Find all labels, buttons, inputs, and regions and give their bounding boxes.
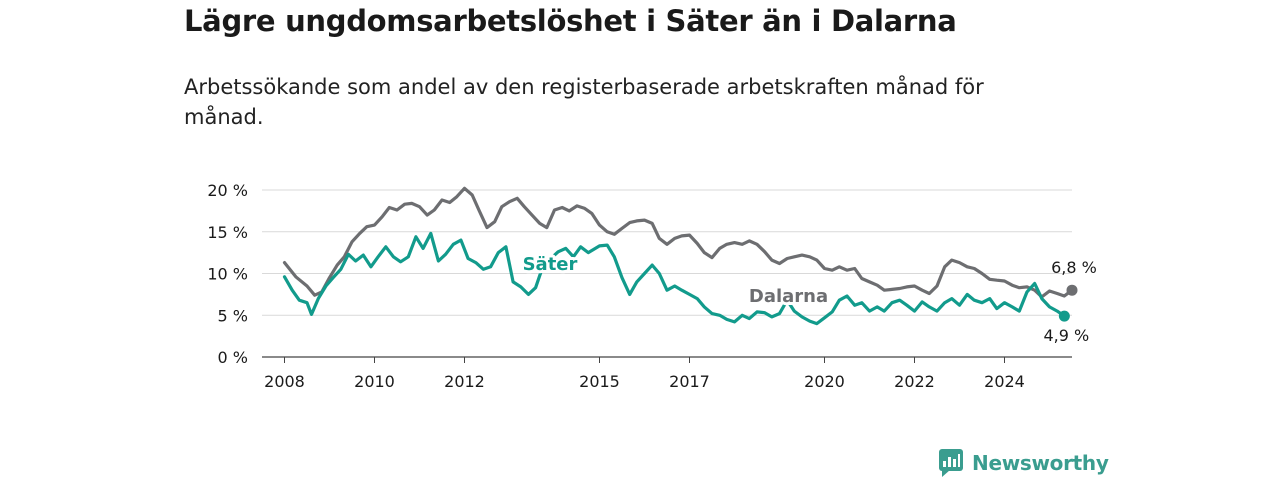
chart-title: Lägre ungdomsarbetslöshet i Säter än i D… bbox=[184, 4, 957, 38]
y-tick-label: 0 % bbox=[218, 348, 248, 367]
x-tick-label: 2010 bbox=[354, 372, 395, 391]
y-tick-label: 5 % bbox=[218, 306, 248, 325]
x-tick-label: 2022 bbox=[894, 372, 935, 391]
x-tick-label: 2015 bbox=[579, 372, 620, 391]
x-tick-label: 2008 bbox=[264, 372, 305, 391]
end-point-sater bbox=[1058, 310, 1070, 322]
series-label-dalarna: Dalarna bbox=[749, 286, 828, 307]
series-label-sater: Säter bbox=[523, 254, 578, 275]
x-tick-label: 2012 bbox=[444, 372, 485, 391]
y-axis: 0 % 5 % 10 % 15 % 20 % bbox=[207, 181, 248, 367]
x-tick-label: 2024 bbox=[984, 372, 1025, 391]
gridlines bbox=[262, 189, 1072, 358]
y-tick-label: 10 % bbox=[207, 265, 248, 284]
end-label-dalarna: 6,8 % bbox=[1051, 258, 1097, 277]
series-label-halo-sater: Säter bbox=[523, 254, 578, 275]
series-line-dalarna bbox=[282, 186, 1074, 299]
series-lines bbox=[282, 186, 1078, 326]
end-label-sater: 4,9 % bbox=[1043, 326, 1089, 345]
x-tick-label: 2017 bbox=[669, 372, 710, 391]
x-axis: 2008 2010 2012 2015 2017 2020 2022 2024 bbox=[264, 357, 1025, 391]
chart-subtitle: Arbetssökande som andel av den registerb… bbox=[184, 75, 984, 129]
newsworthy-logo-text: Newsworthy bbox=[972, 451, 1109, 475]
newsworthy-logo-icon bbox=[939, 449, 963, 477]
end-point-dalarna bbox=[1066, 284, 1078, 296]
y-tick-label: 20 % bbox=[207, 181, 248, 200]
newsworthy-logo: Newsworthy bbox=[938, 448, 1109, 478]
series-line-sater bbox=[282, 231, 1066, 326]
y-tick-label: 15 % bbox=[207, 223, 248, 242]
series-label-halo-dalarna: Dalarna bbox=[749, 286, 828, 307]
x-tick-label: 2020 bbox=[804, 372, 845, 391]
